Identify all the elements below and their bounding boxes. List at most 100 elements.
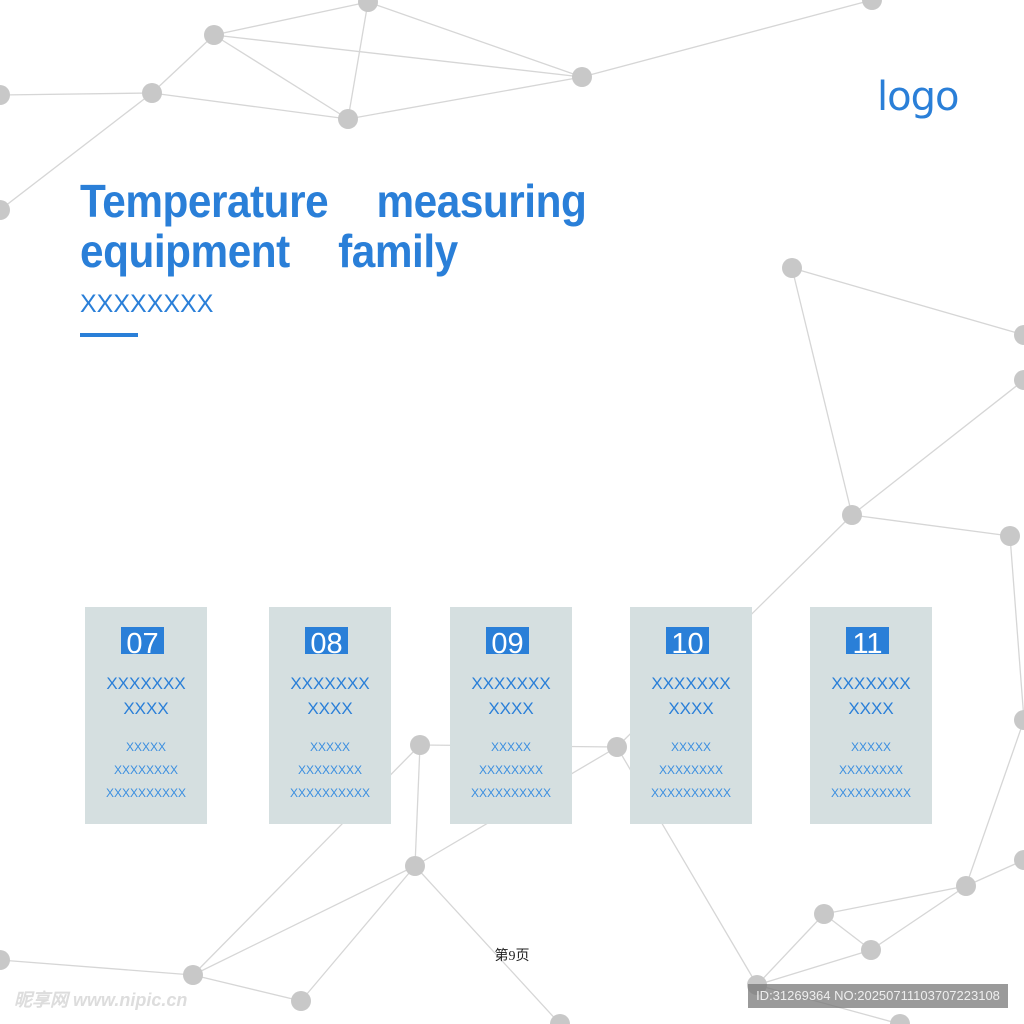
network-line <box>756 913 825 986</box>
network-node <box>550 1014 570 1024</box>
card-detail-line: XXXXXXXXXX <box>650 786 732 800</box>
card-number: 11 <box>846 627 889 654</box>
card-detail-line: XXXXXXXXXX <box>830 786 912 800</box>
card-detail-line: XXXXX <box>670 740 712 754</box>
network-node <box>0 85 10 105</box>
network-line <box>192 974 302 1002</box>
card-heading: XXXXXXX XXXX <box>85 671 207 721</box>
card-08: 08 XXXXXXX XXXX XXXXX XXXXXXXX XXXXXXXXXX <box>269 607 391 824</box>
network-node <box>0 200 10 220</box>
network-line <box>192 865 416 976</box>
network-node <box>890 1014 910 1024</box>
network-line <box>965 859 1024 887</box>
network-line <box>870 885 967 951</box>
card-heading: XXXXXXX XXXX <box>450 671 572 721</box>
network-line <box>756 949 872 986</box>
network-node <box>1014 850 1024 870</box>
card-07: 07 XXXXXXX XXXX XXXXX XXXXXXXX XXXXXXXXXX <box>85 607 207 824</box>
card-detail-line: XXXXX <box>850 740 892 754</box>
card-detail-line: XXXXX <box>309 740 351 754</box>
card-details: XXXXX XXXXXXXX XXXXXXXXXX <box>450 736 572 805</box>
card-11: 11 XXXXXXX XXXX XXXXX XXXXXXXX XXXXXXXXXX <box>810 607 932 824</box>
card-detail-line: XXXXXXXX <box>297 763 363 777</box>
network-node <box>572 67 592 87</box>
network-node <box>410 735 430 755</box>
card-number: 08 <box>305 627 348 654</box>
card-detail-line: XXXXXXXXXX <box>470 786 552 800</box>
network-line <box>791 267 1024 336</box>
card-heading: XXXXXXX XXXX <box>630 671 752 721</box>
card-heading-line: XXXX <box>123 699 169 718</box>
watermark: 昵享网 www.nipic.cn <box>14 990 188 1010</box>
network-node <box>782 258 802 278</box>
card-detail-line: XXXXX <box>490 740 532 754</box>
card-details: XXXXX XXXXXXXX XXXXXXXXXX <box>85 736 207 805</box>
card-heading-line: XXXX <box>668 699 714 718</box>
network-line <box>0 959 194 976</box>
network-node <box>1014 370 1024 390</box>
card-heading-line: XXXXXXX <box>290 674 370 693</box>
network-line <box>851 514 1011 537</box>
network-line <box>581 0 873 78</box>
card-details: XXXXX XXXXXXXX XXXXXXXXXX <box>810 736 932 805</box>
network-node <box>1014 325 1024 345</box>
card-09: 09 XXXXXXX XXXX XXXXX XXXXXXXX XXXXXXXXXX <box>450 607 572 824</box>
network-node <box>183 965 203 985</box>
network-node <box>0 950 10 970</box>
network-line <box>367 1 583 78</box>
page-number: 第9页 <box>494 949 530 964</box>
card-details: XXXXX XXXXXXXX XXXXXXXXXX <box>630 736 752 805</box>
card-detail-line: XXXXXXXXXX <box>105 786 187 800</box>
network-node <box>338 109 358 129</box>
page-title: Temperature measuring equipment family <box>80 175 587 277</box>
logo: logo <box>877 74 959 120</box>
card-heading-line: XXXXXXX <box>471 674 551 693</box>
network-node <box>814 904 834 924</box>
network-line <box>1009 535 1024 721</box>
network-line <box>851 379 1024 516</box>
card-number: 09 <box>486 627 529 654</box>
card-heading-line: XXXXXXX <box>651 674 731 693</box>
card-detail-line: XXXXXXXX <box>113 763 179 777</box>
network-line <box>414 865 561 1024</box>
card-heading-line: XXXXXXX <box>106 674 186 693</box>
network-line <box>347 1 369 120</box>
network-line <box>151 34 215 94</box>
network-line <box>0 92 153 96</box>
network-node <box>861 940 881 960</box>
network-line <box>965 719 1024 887</box>
network-node <box>1000 526 1020 546</box>
card-detail-line: XXXXX <box>125 740 167 754</box>
title-underline <box>80 333 138 337</box>
network-node <box>358 0 378 12</box>
subtitle: XXXXXXXX <box>80 290 214 318</box>
network-line <box>300 865 416 1002</box>
card-details: XXXXX XXXXXXXX XXXXXXXXXX <box>269 736 391 805</box>
card-detail-line: XXXXXXXX <box>478 763 544 777</box>
card-number: 07 <box>121 627 164 654</box>
card-detail-line: XXXXXXXXXX <box>289 786 371 800</box>
card-heading: XXXXXXX XXXX <box>810 671 932 721</box>
network-line <box>213 34 583 78</box>
network-line <box>0 92 153 211</box>
network-line <box>414 744 421 867</box>
card-10: 10 XXXXXXX XXXX XXXXX XXXXXXXX XXXXXXXXXX <box>630 607 752 824</box>
network-node <box>862 0 882 10</box>
network-node <box>291 991 311 1011</box>
network-node <box>956 876 976 896</box>
network-node <box>842 505 862 525</box>
card-heading-line: XXXXXXX <box>831 674 911 693</box>
card-heading-line: XXXX <box>488 699 534 718</box>
image-id-badge: ID:31269364 NO:20250711103707223108 <box>748 984 1008 1008</box>
network-node <box>607 737 627 757</box>
network-line <box>347 76 583 120</box>
card-heading-line: XXXX <box>848 699 894 718</box>
network-node <box>1014 710 1024 730</box>
network-line <box>791 267 853 516</box>
card-heading-line: XXXX <box>307 699 353 718</box>
network-node <box>142 83 162 103</box>
network-line <box>213 34 349 120</box>
card-detail-line: XXXXXXXX <box>838 763 904 777</box>
network-line <box>151 92 349 120</box>
